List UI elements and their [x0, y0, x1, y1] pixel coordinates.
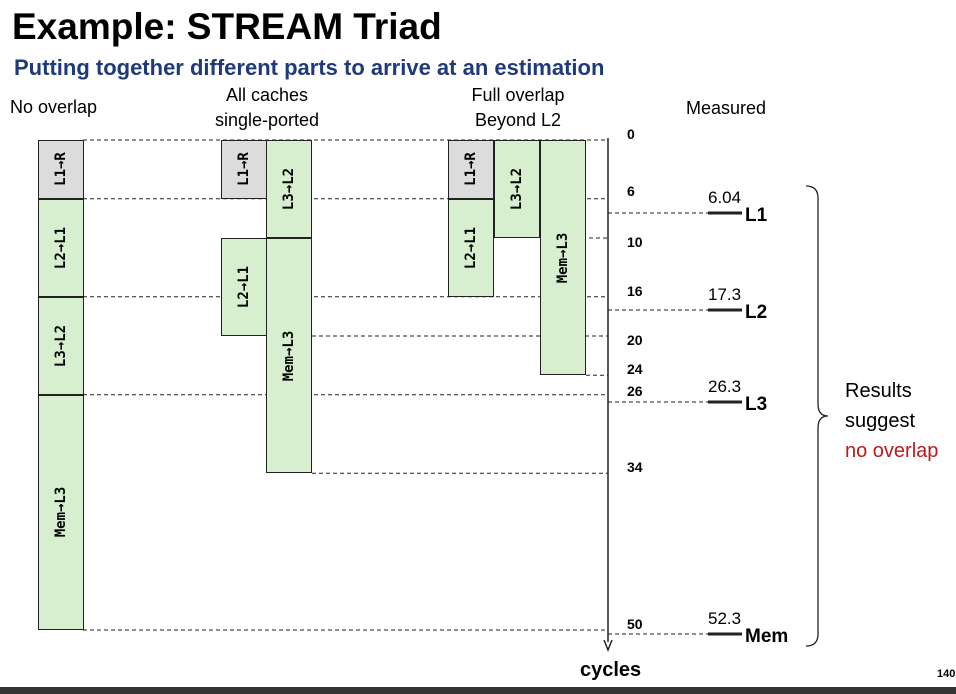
header-full-overlap-line2: Beyond L2	[474, 110, 562, 130]
header-measured-label: Measured	[686, 98, 767, 118]
block-fo_a-9: L2→L1	[448, 198, 494, 297]
header-single-ported-line2: single-ported	[214, 110, 320, 130]
header-single-ported-line1: All caches	[225, 85, 309, 105]
measured-value-Mem: 52.3	[708, 609, 742, 628]
header-single-ported: All caches single-ported	[206, 83, 328, 133]
block-fo_c-11: Mem→L3	[540, 140, 586, 376]
header-no-overlap-label: No overlap	[10, 97, 98, 117]
block-fo_b-10: L3→L2	[494, 140, 540, 238]
measured-value-L1: 6.04	[708, 188, 742, 207]
page-number: 140	[937, 668, 956, 680]
tick-label-26: 26	[627, 382, 643, 399]
measured-level-L1: L1	[745, 205, 768, 226]
measured-value-L3: 26.3	[708, 377, 742, 396]
block-no_overlap-1: L2→L1	[38, 198, 84, 297]
tick-label-16: 16	[627, 282, 643, 299]
measured-level-Mem: Mem	[745, 626, 789, 647]
cycle-axis-arrow	[603, 639, 613, 653]
block-fo_a-8: L1→R	[448, 140, 494, 199]
block-no_overlap-2: L3→L2	[38, 296, 84, 395]
block-no_overlap-0: L1→R	[38, 140, 84, 199]
cycles-axis-label: cycles	[580, 659, 642, 681]
header-no-overlap: No overlap	[10, 95, 97, 120]
conclusion-line1: Results	[845, 380, 912, 402]
tick-label-24: 24	[627, 361, 643, 378]
tick-label-34: 34	[627, 459, 643, 476]
conclusion-text: Results suggest no overlap	[845, 376, 938, 466]
header-full-overlap-line1: Full overlap	[471, 85, 565, 105]
measured-level-L2: L2	[745, 302, 768, 323]
conclusion-line2: suggest	[845, 410, 916, 432]
page-subtitle: Putting together different parts to arri…	[14, 55, 605, 80]
header-measured: Measured	[686, 96, 766, 121]
bottom-bar	[0, 687, 956, 694]
tick-label-20: 20	[627, 332, 643, 348]
block-no_overlap-3: Mem→L3	[38, 394, 84, 630]
header-full-overlap: Full overlap Beyond L2	[458, 83, 578, 133]
block-sp_b-6: L3→L2	[266, 140, 312, 238]
page-title: Example: STREAM Triad	[12, 6, 442, 47]
tick-label-50: 50	[627, 616, 643, 632]
measured-value-L2: 17.3	[708, 285, 742, 304]
measured-level-L3: L3	[745, 394, 768, 415]
tick-label-10: 10	[627, 234, 643, 250]
tick-label-0: 0	[627, 126, 635, 142]
tick-label-6: 6	[627, 182, 635, 199]
conclusion-line3: no overlap	[845, 440, 939, 462]
block-sp_b-7: Mem→L3	[266, 238, 312, 474]
